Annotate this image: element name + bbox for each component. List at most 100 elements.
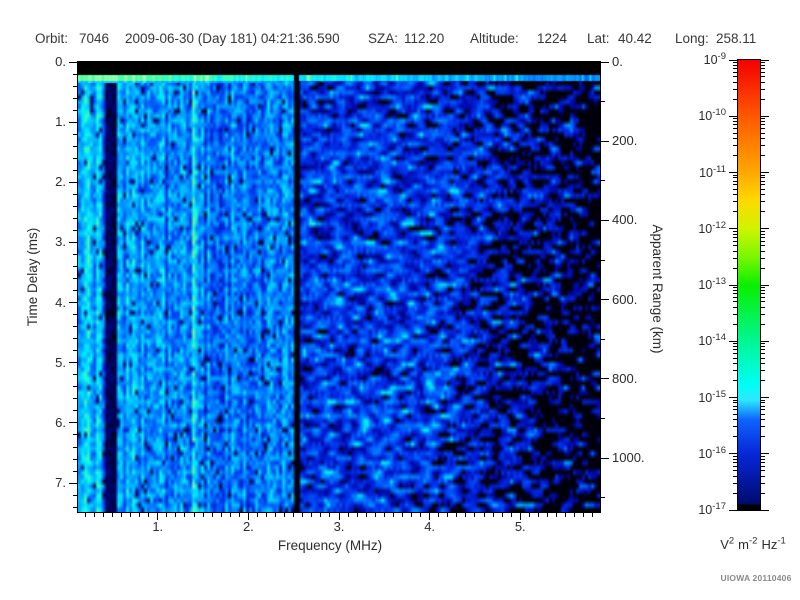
colorbar-minor-tick-left <box>733 230 738 232</box>
y-left-minor-tick <box>73 229 77 231</box>
colorbar-minor-tick-left <box>733 62 738 64</box>
colorbar-minor-tick-left <box>733 118 738 120</box>
y-axis-left-title: Time Delay (ms) <box>25 227 40 327</box>
colorbar-minor-tick-right <box>760 455 765 457</box>
x-axis-minor-tick <box>302 513 304 517</box>
colorbar-minor-tick-left <box>733 188 738 190</box>
x-axis-minor-tick <box>256 513 258 517</box>
orbit-label: Orbit: <box>35 31 69 46</box>
x-axis-minor-tick <box>356 513 358 517</box>
colorbar-major-tick-left <box>729 172 738 173</box>
colorbar-minor-tick-right <box>760 250 765 252</box>
colorbar-minor-tick-left <box>733 353 738 355</box>
colorbar-minor-tick-right <box>760 230 765 232</box>
colorbar-tick-label: 10-15 <box>698 388 726 405</box>
x-axis-minor-tick <box>537 513 539 517</box>
x-axis-tick-label: 2. <box>242 519 254 534</box>
colorbar-major-tick-right <box>760 453 769 455</box>
y-right-tick-label: 0. <box>612 54 623 69</box>
colorbar-major-tick-left <box>729 453 738 455</box>
y-left-minor-tick <box>73 217 77 219</box>
colorbar-minor-tick-right <box>760 184 765 186</box>
colorbar <box>737 59 761 511</box>
y-left-minor-tick <box>73 446 77 448</box>
y-right-major-tick <box>601 219 609 221</box>
y-right-major-tick <box>601 378 609 380</box>
y-left-minor-tick <box>73 145 77 147</box>
x-axis-minor-tick <box>284 513 286 517</box>
colorbar-minor-tick-left <box>733 211 738 213</box>
colorbar-minor-tick-right <box>760 88 765 90</box>
colorbar-tick-label: 10-10 <box>698 107 726 124</box>
colorbar-minor-tick-left <box>733 349 738 351</box>
y-left-tick-label: 6. <box>55 414 66 430</box>
y-left-major-tick <box>69 302 77 304</box>
colorbar-minor-tick-left <box>733 419 738 421</box>
x-axis-tick-label: 4. <box>424 519 436 534</box>
x-axis-minor-tick <box>483 513 485 517</box>
x-axis-major-tick <box>247 513 249 520</box>
colorbar-minor-tick-left <box>733 306 738 308</box>
colorbar-minor-tick-right <box>760 188 765 190</box>
y-left-major-tick <box>69 362 77 364</box>
x-axis-minor-tick <box>320 513 322 517</box>
x-axis-tick-label: 1. <box>152 519 164 534</box>
x-axis-minor-tick <box>220 513 222 517</box>
colorbar-major-tick-left <box>729 397 738 398</box>
y-left-major-tick <box>69 181 77 183</box>
colorbar-minor-tick-right <box>760 174 765 176</box>
datetime-value: 2009-06-30 (Day 181) 04:21:36.590 <box>125 31 340 46</box>
unit-segment: m-2 <box>738 536 758 553</box>
x-axis-tick-label: 3. <box>333 519 345 534</box>
colorbar-major-tick-right <box>760 340 769 342</box>
colorbar-minor-tick-left <box>733 267 738 269</box>
colorbar-tick-label: 10-13 <box>698 276 726 293</box>
x-axis-minor-tick <box>139 513 141 517</box>
x-axis-minor-tick <box>456 513 458 517</box>
colorbar-minor-tick-right <box>760 257 765 259</box>
y-right-minor-tick <box>601 338 605 340</box>
colorbar-minor-tick-right <box>760 413 765 415</box>
y-left-minor-tick <box>73 254 77 255</box>
colorbar-major-tick-right <box>760 59 769 61</box>
x-axis-minor-tick <box>420 513 422 517</box>
colorbar-minor-tick-left <box>733 461 738 463</box>
colorbar-minor-tick-right <box>760 180 765 182</box>
y-left-minor-tick <box>73 386 77 388</box>
x-axis-minor-tick <box>166 513 168 517</box>
colorbar-minor-tick-left <box>733 98 738 100</box>
colorbar-minor-tick-right <box>760 81 765 83</box>
colorbar-minor-tick-left <box>733 289 738 291</box>
y-right-minor-tick <box>601 418 605 419</box>
x-axis-minor-tick <box>374 513 376 517</box>
colorbar-major-tick-right <box>760 228 769 230</box>
lat-label: Lat: <box>587 31 610 46</box>
x-axis-minor-tick <box>592 513 594 517</box>
y-left-minor-tick <box>73 157 77 159</box>
x-axis-minor-tick <box>93 513 95 517</box>
colorbar-minor-tick-right <box>760 118 765 120</box>
colorbar-minor-tick-left <box>733 465 738 467</box>
x-axis-minor-tick <box>238 513 240 517</box>
colorbar-major-tick-right <box>760 397 769 398</box>
y-right-major-tick <box>601 299 609 301</box>
colorbar-minor-tick-right <box>760 68 765 70</box>
colorbar-minor-tick-left <box>733 370 738 372</box>
unit-segment: V2 <box>720 536 735 553</box>
colorbar-minor-tick-right <box>760 363 765 365</box>
lat-value: 40.42 <box>618 31 652 46</box>
colorbar-minor-tick-left <box>733 145 738 147</box>
colorbar-minor-tick-right <box>760 419 765 421</box>
y-left-minor-tick <box>73 434 77 436</box>
colorbar-minor-tick-left <box>733 458 738 460</box>
colorbar-minor-tick-right <box>760 245 765 247</box>
sza-value: 112.20 <box>404 31 445 46</box>
colorbar-minor-tick-left <box>733 236 738 238</box>
y-left-major-tick <box>69 121 77 123</box>
colorbar-minor-tick-left <box>733 363 738 365</box>
x-axis-minor-tick <box>401 513 403 517</box>
x-axis-minor-tick <box>293 513 295 517</box>
x-axis-minor-tick <box>266 513 267 517</box>
colorbar-major-tick-right <box>760 172 769 173</box>
